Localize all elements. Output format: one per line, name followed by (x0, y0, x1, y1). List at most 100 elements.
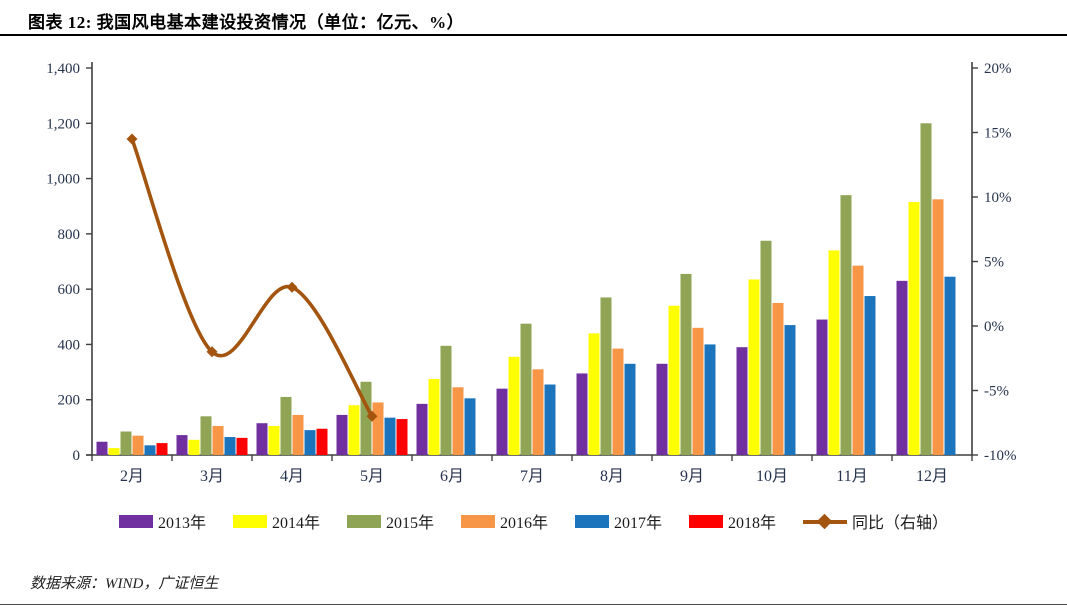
bar-2018年-3月 (236, 437, 248, 455)
bar-2016年-2月 (132, 435, 144, 455)
right-axis-tick-label: 20% (984, 61, 1012, 77)
bar-2014年-9月 (668, 305, 680, 455)
bar-2016年-11月 (852, 265, 864, 455)
bar-2017年-2月 (144, 445, 156, 455)
legend-label: 2016年 (499, 515, 548, 532)
legend-swatch (232, 514, 267, 528)
bar-2013年-11月 (816, 319, 828, 455)
legend-swatch (346, 514, 381, 528)
left-axis-tick-label: 1,400 (46, 61, 80, 77)
data-source-note: 数据来源：WIND，广证恒生 (30, 576, 219, 592)
bar-2014年-12月 (908, 202, 920, 455)
x-axis-category-label: 9月 (680, 468, 704, 485)
bar-2017年-8月 (624, 363, 636, 455)
yoy-diamond-marker (286, 281, 298, 293)
legend-label: 2018年 (728, 515, 777, 532)
right-axis-tick-label: -5% (984, 384, 1009, 400)
bar-2014年-3月 (188, 439, 200, 455)
bar-2018年-5月 (396, 419, 408, 455)
bar-2017年-12月 (944, 276, 956, 455)
bar-2015年-8月 (600, 297, 612, 455)
right-axis-tick-label: -10% (984, 448, 1017, 464)
bar-2017年-6月 (464, 398, 476, 455)
bar-2016年-4月 (292, 414, 304, 455)
bar-2016年-8月 (612, 348, 624, 455)
left-axis-tick-label: 600 (58, 282, 81, 298)
bar-2014年-6月 (428, 378, 440, 455)
legend-label: 同比（右轴） (852, 515, 949, 532)
legend-item-2018年: 2018年 (689, 509, 776, 533)
bar-2014年-5月 (348, 405, 360, 455)
bar-2013年-3月 (176, 435, 188, 455)
bar-2013年-12月 (896, 280, 908, 455)
bar-2013年-5月 (336, 414, 348, 455)
legend-label: 2015年 (385, 515, 434, 532)
right-axis-tick-label: 15% (984, 126, 1012, 142)
legend-item-yoy-line: 同比（右轴） (803, 509, 948, 533)
bar-2014年-8月 (588, 333, 600, 455)
bar-2014年-10月 (748, 279, 760, 455)
legend-label: 2014年 (271, 515, 320, 532)
bar-2013年-2月 (96, 441, 108, 455)
yoy-diamond-marker (206, 346, 218, 358)
x-axis-category-label: 12月 (916, 468, 948, 485)
bar-2013年-8月 (576, 373, 588, 455)
legend-label: 2017年 (614, 515, 663, 532)
bar-2017年-3月 (224, 437, 236, 455)
bar-2015年-9月 (680, 273, 692, 455)
bar-2013年-6月 (416, 403, 428, 455)
yoy-diamond-marker (366, 410, 378, 422)
bar-2013年-7月 (496, 388, 508, 455)
yoy-diamond-marker (126, 133, 138, 145)
bar-2016年-5月 (372, 402, 384, 455)
left-axis-tick-label: 1,200 (46, 116, 80, 132)
right-axis-tick-label: 5% (984, 255, 1004, 271)
bar-2014年-7月 (508, 356, 520, 455)
legend-line-marker (803, 513, 848, 529)
x-axis-category-label: 7月 (520, 468, 544, 485)
legend-item-2016年: 2016年 (460, 509, 548, 533)
bar-2017年-10月 (784, 325, 796, 455)
bar-2015年-11月 (840, 195, 852, 455)
legend-swatch (575, 514, 609, 528)
x-axis-category-label: 6月 (440, 468, 464, 485)
figure-title: 图表 12: 我国风电基本建设投资情况（单位：亿元、%） (28, 13, 465, 32)
legend-swatch (689, 514, 724, 528)
left-axis-tick-label: 0 (73, 448, 81, 464)
bar-2015年-7月 (520, 323, 532, 455)
legend-item-2014年: 2014年 (232, 509, 320, 533)
bar-2016年-10月 (772, 302, 784, 455)
yoy-line (130, 137, 374, 419)
bar-2017年-11月 (864, 296, 876, 455)
bar-2015年-6月 (440, 345, 452, 455)
bar-2018年-4月 (316, 428, 328, 455)
title-divider (0, 34, 1067, 36)
bar-2017年-5月 (384, 417, 396, 455)
bar-2015年-12月 (920, 123, 932, 456)
left-axis-tick-label: 400 (58, 337, 81, 353)
bar-2016年-12月 (932, 199, 944, 455)
x-axis-category-label: 3月 (200, 468, 224, 485)
bar-2017年-4月 (304, 430, 316, 455)
chart-legend: 2013年 2014年 2015年 2016年 2017年 2018年 同比（右轴） (0, 509, 1067, 533)
x-axis-category-label: 5月 (360, 468, 384, 485)
x-axis-category-label: 10月 (756, 468, 788, 485)
investment-bar-line-chart: 0 200 400 600 800 1,000 1,200 1,400 -10% -5% 0% 5% 1… (46, 61, 1017, 485)
x-axis-category-label: 11月 (836, 468, 867, 485)
bar-2013年-4月 (256, 423, 268, 455)
right-axis-tick-label: 10% (984, 190, 1012, 206)
bar-2016年-9月 (692, 327, 704, 455)
legend-item-2015年: 2015年 (346, 509, 434, 533)
x-axis-category-label: 2月 (120, 468, 144, 485)
right-axis-tick-label: 0% (984, 319, 1004, 335)
bar-2015年-10月 (760, 240, 772, 455)
bar-2013年-10月 (736, 347, 748, 455)
bar-2016年-6月 (452, 387, 464, 455)
bar-2016年-3月 (212, 425, 224, 455)
left-axis-tick-label: 800 (58, 227, 81, 243)
bar-2014年-11月 (828, 250, 840, 455)
bar-2015年-3月 (200, 416, 212, 455)
legend-swatch (118, 514, 153, 528)
bar-2014年-2月 (108, 448, 120, 455)
bar-2017年-7月 (544, 384, 556, 455)
